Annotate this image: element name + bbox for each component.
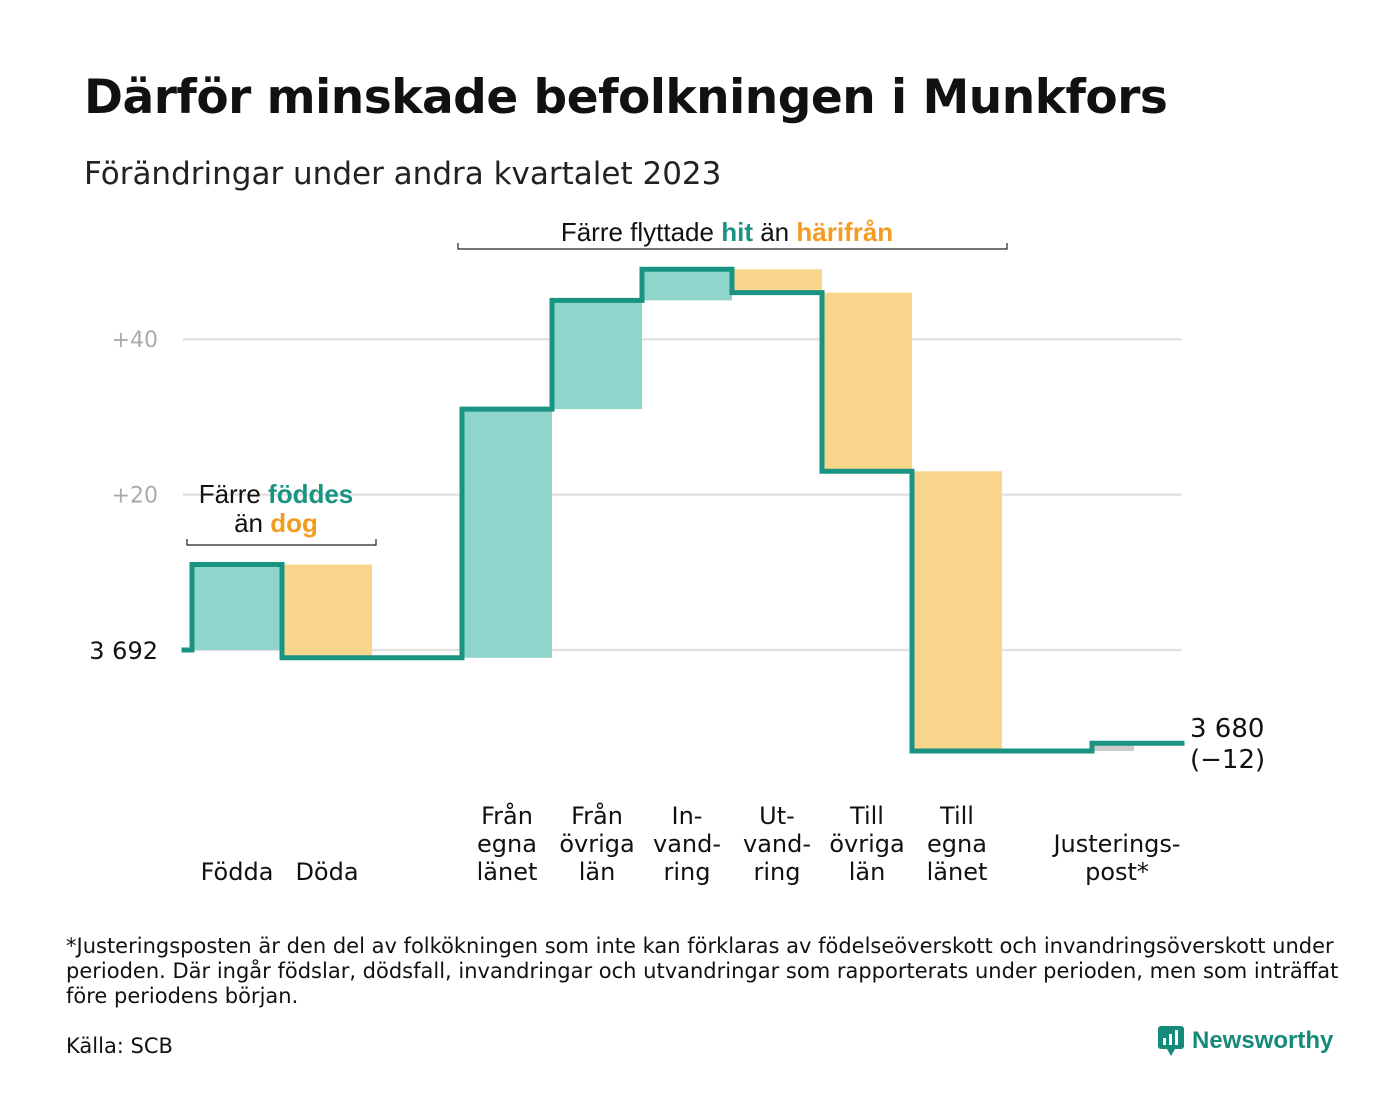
category-label: Från — [481, 801, 533, 830]
births-annotation-line1: Färre föddes — [199, 479, 354, 509]
newsworthy-logo-icon — [1158, 1026, 1184, 1056]
category-label: övriga — [829, 830, 904, 858]
category-label: ring — [664, 858, 711, 886]
bar-adjustment — [1092, 743, 1134, 752]
births-bracket — [186, 539, 377, 546]
category-label: post* — [1085, 858, 1149, 886]
migration-annotation-part: härifrån — [796, 217, 893, 247]
migration-annotation-part: än — [753, 217, 796, 247]
bar-decrease — [282, 564, 372, 658]
end-value-label: (−12) — [1190, 745, 1265, 775]
category-label: län — [849, 858, 886, 886]
category-label: Från — [571, 801, 623, 830]
category-label: Justerings- — [1051, 830, 1180, 858]
category-label: Ut- — [759, 802, 795, 830]
bar-increase — [642, 269, 732, 301]
births-annotation-line1-part: föddes — [268, 479, 353, 509]
category-label: länet — [927, 858, 988, 886]
category-label: länet — [477, 858, 538, 886]
source-label: Källa: SCB — [66, 1034, 173, 1058]
births-annotation-line2-part: än — [234, 508, 270, 538]
births-annotation-line2: än dog — [234, 508, 318, 538]
category-label: Födda — [201, 858, 274, 886]
category-label: egna — [927, 830, 987, 858]
brand-name: Newsworthy — [1192, 1027, 1334, 1054]
bars — [192, 269, 1134, 752]
births-annotation-line2-part: dog — [270, 508, 318, 538]
migration-annotation: Färre flyttade hit än härifrån — [561, 217, 893, 247]
y-tick-label: +40 — [112, 328, 158, 353]
category-label: In- — [672, 802, 703, 830]
bar-increase — [462, 409, 552, 658]
end-value-label: 3 680 — [1190, 714, 1264, 744]
bar-decrease — [732, 269, 822, 293]
baseline-label: 3 692 — [89, 637, 158, 665]
bar-increase — [192, 564, 282, 650]
bar-decrease — [912, 471, 1002, 752]
migration-bracket — [457, 243, 1008, 250]
cumulative-step-line — [181, 266, 1185, 754]
category-label: Till — [939, 802, 974, 830]
category-label: Till — [849, 802, 884, 830]
category-label: egna — [477, 830, 537, 858]
chart-title: Därför minskade befolkningen i Munkfors — [84, 70, 1168, 125]
bar-decrease — [822, 292, 912, 472]
chart-subtitle: Förändringar under andra kvartalet 2023 — [84, 156, 722, 192]
y-tick-label: +20 — [112, 484, 158, 509]
category-label: ring — [754, 858, 801, 886]
migration-annotation-part: hit — [721, 217, 753, 247]
step-line — [181, 266, 1185, 754]
category-label: övriga — [559, 830, 634, 858]
migration-annotation-part: Färre flyttade — [561, 217, 721, 247]
bar-increase — [552, 300, 642, 410]
brand-logo: Newsworthy — [1158, 1026, 1333, 1056]
category-label: vand- — [653, 830, 721, 858]
category-label: Döda — [295, 858, 358, 886]
category-label: län — [579, 858, 616, 886]
category-label: vand- — [743, 830, 811, 858]
footnote: *Justeringsposten är den del av folkökni… — [66, 934, 1339, 1008]
births-annotation-line1-part: Färre — [199, 479, 268, 509]
